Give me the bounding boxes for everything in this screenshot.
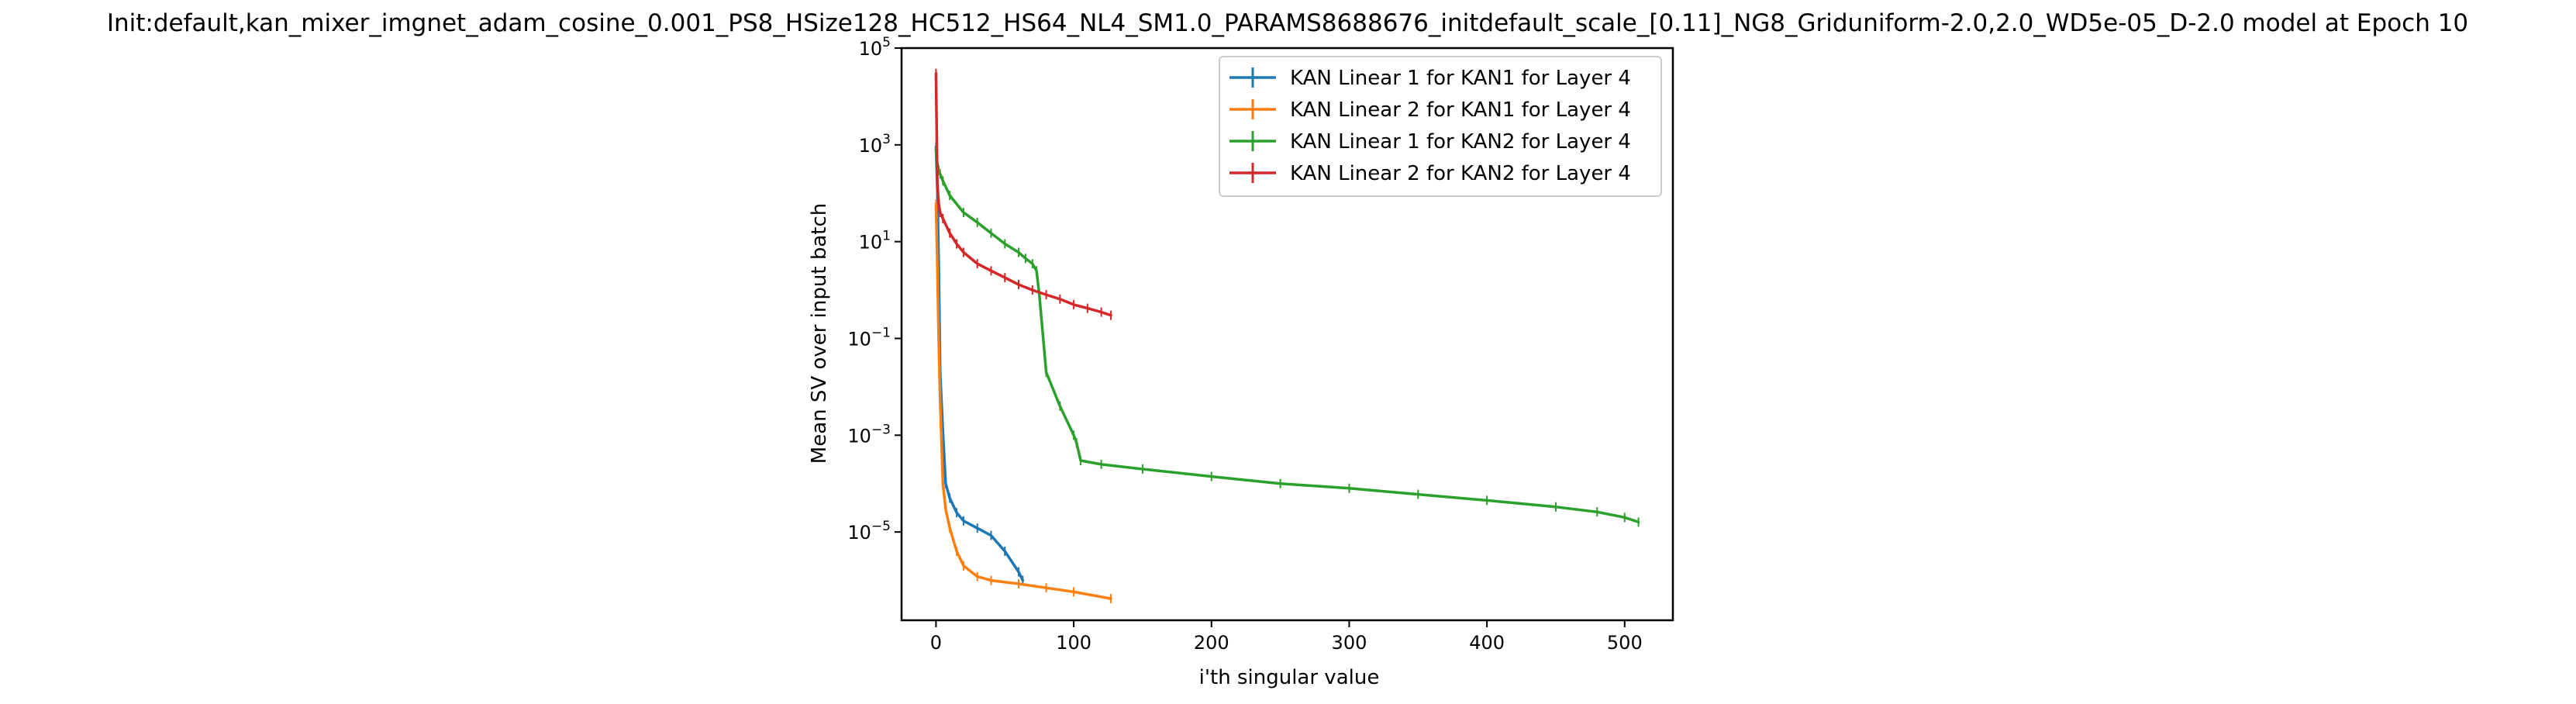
y-tick-label: 10−1: [847, 325, 891, 350]
axes-frame: [900, 47, 1674, 622]
plot-layer: [934, 68, 1640, 604]
y-axis: 105 103 101 10−1 10−3 10−5: [847, 35, 902, 544]
legend-entry-2: KAN Linear 2 for KAN1 for Layer 4: [1290, 98, 1631, 122]
x-axis-label: i'th singular value: [1199, 666, 1380, 689]
y-tick-label: 103: [859, 132, 891, 157]
y-tick-label: 10−3: [847, 422, 891, 447]
x-tick-label: 200: [1194, 632, 1229, 654]
legend-entry-4: KAN Linear 2 for KAN2 for Layer 4: [1290, 162, 1631, 185]
x-axis: 0 100 200 300 400 500: [930, 620, 1643, 654]
legend-entry-3: KAN Linear 1 for KAN2 for Layer 4: [1290, 130, 1631, 154]
y-tick-label: 105: [859, 35, 891, 60]
x-tick-label: 100: [1056, 632, 1091, 654]
legend-entry-1: KAN Linear 1 for KAN1 for Layer 4: [1290, 67, 1631, 90]
x-tick-label: 0: [930, 632, 942, 654]
y-tick-label: 10−5: [847, 519, 891, 544]
legend-box: [1219, 56, 1662, 197]
series-line-1: [934, 145, 1025, 582]
series-line-2: [934, 202, 1112, 600]
chart-title: Init:default,kan_mixer_imgnet_adam_cosin…: [107, 9, 2468, 37]
x-tick-label: 500: [1607, 632, 1643, 654]
x-tick-label: 400: [1469, 632, 1505, 654]
series-line-4: [934, 71, 1112, 317]
x-tick-label: 300: [1332, 632, 1367, 654]
y-axis-label: Mean SV over input batch: [808, 203, 831, 464]
series-line-3: [934, 148, 1640, 524]
y-tick-label: 101: [859, 229, 891, 254]
legend: KAN Linear 1 for KAN1 for Layer 4 KAN Lin…: [1219, 56, 1662, 197]
